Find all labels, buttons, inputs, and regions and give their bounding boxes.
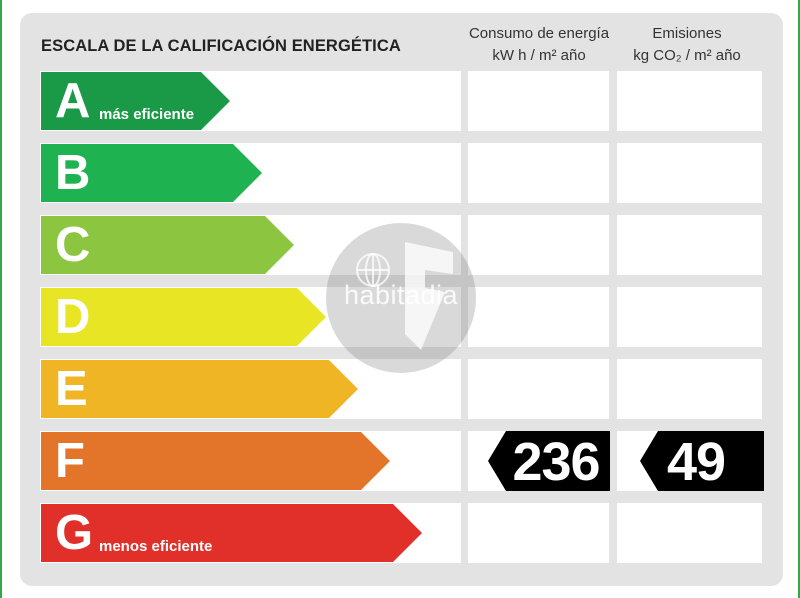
rating-letter-e: E	[55, 362, 88, 416]
rating-band-a: A más eficiente	[40, 71, 461, 131]
consumo-cell-e	[468, 359, 609, 419]
rating-letter-b: B	[55, 146, 91, 200]
rating-row-e: E	[40, 359, 762, 419]
left-edge-line	[0, 0, 2, 598]
emisiones-header-line2: kg CO₂ / m² año	[633, 47, 741, 64]
emisiones-cell-e	[617, 359, 762, 419]
consumo-cell-c	[468, 215, 609, 275]
emisiones-header-line1: Emisiones	[652, 25, 722, 42]
emisiones-cell-b	[617, 143, 762, 203]
rating-row-c: C	[40, 215, 762, 275]
rating-band-b: B	[40, 143, 461, 203]
rating-arrow-a-shape	[41, 72, 230, 130]
watermark-text: habitadia	[343, 280, 459, 310]
consumo-header-line1: Consumo de energía	[468, 25, 610, 42]
rating-letter-c: C	[55, 218, 91, 272]
rating-sublabel-a: más eficiente	[99, 106, 195, 123]
right-edge-line	[798, 0, 800, 598]
rating-row-d: D	[40, 287, 762, 347]
rating-band-f: F	[40, 431, 461, 491]
emisiones-value-tag-shape	[640, 431, 764, 491]
rating-arrow-d-shape	[41, 288, 326, 346]
consumo-value-tag-shape	[488, 431, 610, 491]
emisiones-value: 49	[666, 432, 726, 492]
label-title: ESCALA DE LA CALIFICACIÓN ENERGÉTICA	[41, 37, 401, 55]
rating-band-e: E	[40, 359, 461, 419]
habitadia-watermark: habitadia	[325, 222, 477, 374]
emisiones-cell-c	[617, 215, 762, 275]
consumo-cell-d	[468, 287, 609, 347]
rating-arrow-b-shape	[41, 144, 262, 202]
rating-arrow-e-shape	[41, 360, 358, 418]
rating-sublabel-g: menos eficiente	[99, 538, 213, 555]
rating-letter-d: D	[55, 290, 91, 344]
rating-band-c: C	[40, 215, 461, 275]
consumo-cell-g	[468, 503, 609, 563]
consumo-value-tag: 236	[488, 431, 610, 492]
consumo-column-header: Consumo de energía kW h / m² año	[459, 23, 619, 67]
rating-row-g: G menos eficiente	[40, 503, 762, 563]
rating-arrow-f-shape	[41, 432, 390, 490]
rating-letter-a: A	[55, 74, 91, 128]
rating-row-a: A más eficiente	[40, 71, 762, 131]
consumo-cell-b	[468, 143, 609, 203]
rating-letter-f: F	[55, 434, 85, 488]
rating-letter-g: G	[55, 506, 94, 560]
consumo-value: 236	[512, 432, 600, 492]
emisiones-cell-d	[617, 287, 762, 347]
rating-row-b: B	[40, 143, 762, 203]
emisiones-column-header: Emisiones kg CO₂ / m² año	[612, 23, 762, 67]
rating-band-g: G menos eficiente	[40, 503, 461, 563]
habitadia-logo-icon	[326, 223, 476, 373]
consumo-header-line2: kW h / m² año	[492, 47, 586, 64]
emisiones-cell-a	[617, 71, 762, 131]
rating-band-d: D	[40, 287, 461, 347]
rating-arrow-c-shape	[41, 216, 294, 274]
consumo-cell-a	[468, 71, 609, 131]
rating-arrow-g-shape	[41, 504, 422, 562]
emisiones-value-tag: 49	[640, 431, 764, 492]
emisiones-cell-g	[617, 503, 762, 563]
